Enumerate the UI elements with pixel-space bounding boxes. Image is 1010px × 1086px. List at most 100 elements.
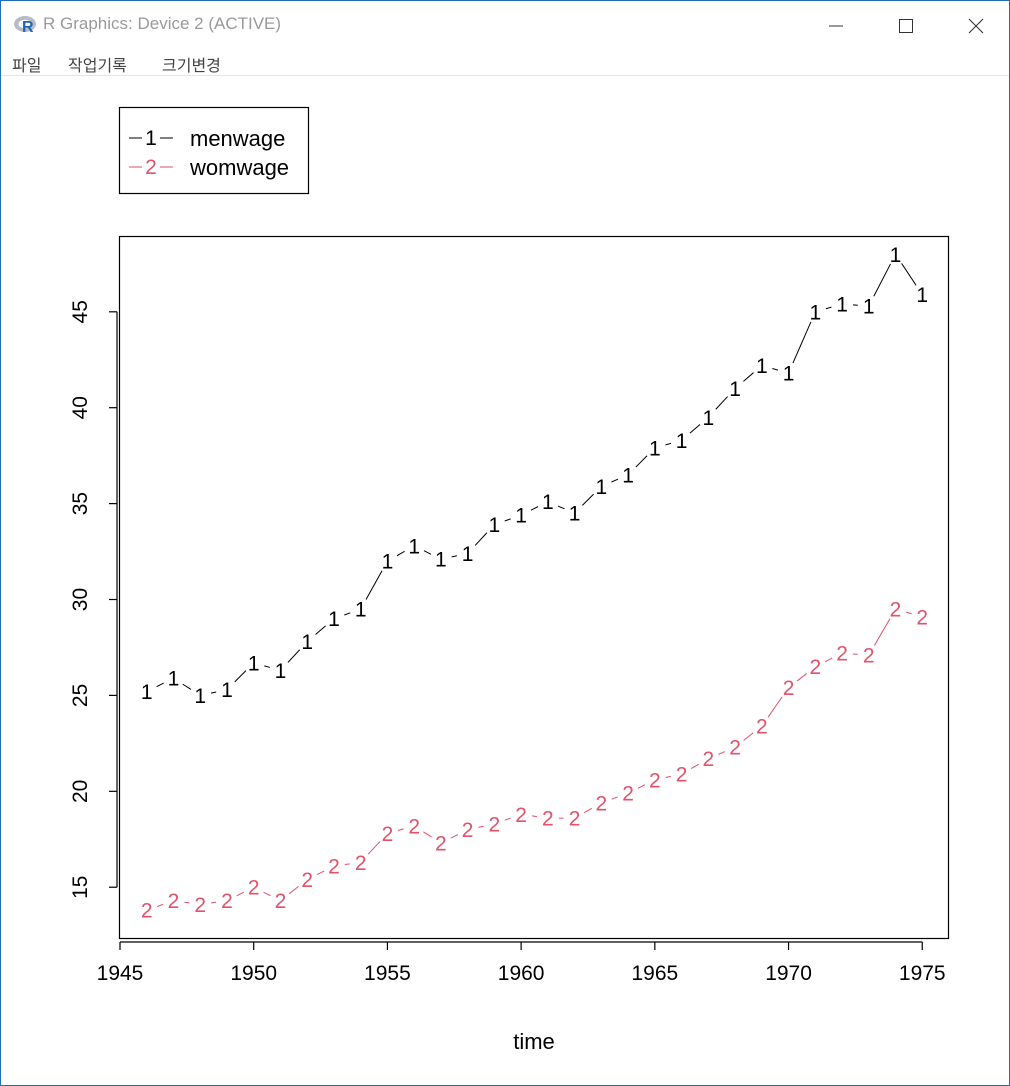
plot-frame [118, 235, 950, 940]
womwage-segment [367, 841, 381, 855]
womwage-segment [450, 834, 459, 839]
menwage-segment [423, 550, 432, 555]
x-tick-label: 1960 [498, 962, 545, 985]
womwage-segment [423, 831, 432, 838]
y-tick-label: 15 [69, 876, 92, 899]
menwage-point: 1 [783, 363, 795, 386]
menwage-point: 1 [194, 685, 206, 708]
womwage-point: 2 [194, 894, 206, 917]
womwage-segment [583, 807, 593, 814]
womwage-segment [718, 751, 726, 755]
x-tick-label: 1955 [364, 962, 411, 985]
menwage-point: 1 [569, 503, 581, 526]
close-button[interactable] [941, 1, 1009, 49]
womwage-point: 2 [622, 783, 634, 806]
menwage-point: 1 [248, 652, 260, 675]
womwage-point: 2 [462, 819, 474, 842]
womwage-segment [236, 891, 245, 897]
womwage-point: 2 [221, 890, 233, 913]
menwage-segment [557, 505, 565, 510]
legend-label-womwage: womwage [189, 155, 289, 180]
legend-symbol-bg-womwage [142, 157, 160, 177]
menwage-point: 1 [542, 491, 554, 514]
menwage-point: 1 [596, 476, 608, 499]
close-icon [968, 18, 984, 34]
r-logo-icon: R [13, 13, 39, 36]
menwage-point: 1 [275, 660, 287, 683]
menwage-segment [901, 263, 917, 286]
menu-resize[interactable]: 크기변경 [162, 56, 221, 75]
x-axis-label: time [513, 1029, 555, 1054]
womwage-segment [743, 732, 754, 741]
womwage-segment [316, 870, 325, 876]
womwage-point: 2 [248, 877, 260, 900]
svg-text:R: R [22, 19, 34, 35]
womwage-segment [156, 903, 164, 907]
womwage-point: 2 [275, 890, 287, 913]
womwage-point: 2 [141, 900, 153, 923]
y-tick-label: 25 [69, 684, 92, 707]
menwage-point: 1 [515, 505, 527, 528]
womwage-segment [637, 784, 646, 789]
menwage-point: 1 [836, 294, 848, 317]
menwage-point: 1 [489, 514, 501, 537]
womwage-segment [478, 825, 484, 828]
womwage-segment [796, 673, 807, 682]
menwage-segment [611, 478, 619, 483]
womwage-point: 2 [489, 813, 501, 836]
menwage-segment [210, 691, 217, 694]
womwage-point: 2 [569, 808, 581, 831]
menwage-segment [365, 570, 383, 600]
legend-symbol-bg-menwage [142, 128, 160, 148]
womwage-segment [344, 863, 350, 866]
womwage-point: 2 [328, 856, 340, 879]
womwage-segment [211, 901, 217, 904]
womwage-point: 2 [596, 792, 608, 815]
menwage-point: 1 [221, 679, 233, 702]
womwage-point: 2 [435, 833, 447, 856]
womwage-point: 2 [783, 677, 795, 700]
menwage-point: 1 [408, 535, 420, 558]
menwage-segment [715, 396, 728, 410]
legend-symbol-womwage: 2 [145, 156, 157, 179]
menwage-segment [582, 493, 594, 506]
menwage-point: 1 [916, 284, 928, 307]
title-bar[interactable]: R R Graphics: Device 2 (ACTIVE) [1, 1, 1009, 49]
menwage-point: 1 [890, 244, 902, 267]
menwage-point: 1 [435, 549, 447, 572]
menwage-segment [792, 321, 812, 364]
womwage-segment [824, 657, 833, 663]
y-tick-label: 35 [69, 492, 92, 515]
menwage-segment [182, 683, 192, 690]
maximize-button[interactable] [871, 1, 939, 49]
menu-file[interactable]: 파일 [12, 56, 42, 75]
womwage-segment [504, 817, 511, 821]
menwage-point: 1 [462, 543, 474, 566]
womwage-segment [665, 775, 671, 778]
legend-symbol-menwage: 1 [145, 127, 157, 150]
menwage-segment [873, 263, 891, 297]
y-tick-label: 20 [69, 780, 92, 803]
womwage-point: 2 [863, 645, 875, 668]
window-title: R Graphics: Device 2 (ACTIVE) [43, 14, 282, 33]
menwage-point: 1 [355, 599, 367, 622]
womwage-segment [531, 815, 538, 818]
y-tick-label: 30 [69, 588, 92, 611]
menwage-segment [264, 665, 271, 668]
axes: 1945 1950 1955 1960 1965 1970 1975 15 20 25 30 35 40… [69, 300, 946, 985]
womwage-point: 2 [916, 606, 928, 629]
menwage-segment [287, 649, 301, 663]
menwage-point: 1 [649, 437, 661, 460]
y-tick-label: 45 [69, 300, 92, 323]
menwage-segment [635, 455, 648, 468]
menu-history[interactable]: 작업기록 [68, 56, 127, 75]
minimize-button[interactable] [801, 1, 869, 49]
menwage-point: 1 [809, 301, 821, 324]
legend: 1 menwage 2 womwage [118, 106, 310, 195]
womwage-point: 2 [676, 764, 688, 787]
womwage-segment [397, 828, 404, 831]
menwage-segment [474, 532, 488, 546]
womwage-point: 2 [729, 737, 741, 760]
menwage-segment [156, 682, 164, 688]
